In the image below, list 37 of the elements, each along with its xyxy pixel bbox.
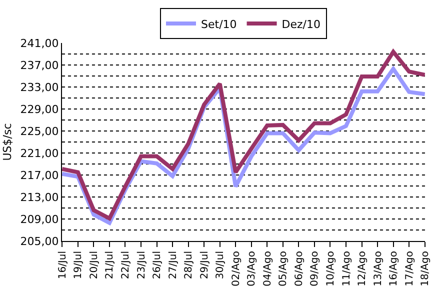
legend-label: Dez/10: [282, 18, 320, 31]
y-axis-title: US$/sc: [0, 123, 14, 161]
y-tick-label: 241,00: [20, 36, 59, 50]
y-tick-label: 213,00: [20, 190, 59, 204]
x-tick-label: 16/Jul: [57, 251, 68, 280]
x-tick-label: 18/Ago: [420, 251, 432, 286]
x-tick-label: 22/Jul: [120, 251, 132, 280]
x-tick-label: 03/Ago: [246, 251, 258, 286]
y-tick-label: 237,00: [20, 58, 59, 72]
x-tick-label: 05/Ago: [278, 251, 290, 286]
x-tick-label: 23/Jul: [136, 251, 148, 280]
x-tick-label: 20/Jul: [88, 251, 100, 280]
x-tick-label: 21/Jul: [104, 251, 116, 280]
y-tick-label: 217,00: [20, 168, 59, 182]
x-tick-label: 13/Ago: [372, 251, 384, 286]
x-tick-label: 06/Ago: [294, 251, 305, 286]
y-tick-label: 209,00: [20, 212, 59, 226]
x-tick-label: 26/Jul: [152, 251, 164, 280]
y-tick-label: 221,00: [20, 146, 59, 160]
y-tick-label: 233,00: [20, 80, 59, 94]
legend-label: Set/10: [201, 18, 237, 31]
x-tick-label: 10/Ago: [325, 251, 336, 286]
x-tick-label: 27/Jul: [168, 251, 179, 280]
x-tick-label: 19/Jul: [73, 251, 84, 280]
x-tick-label: 09/Ago: [310, 251, 321, 286]
x-tick-label: 29/Jul: [199, 251, 210, 280]
x-tick-label: 28/Jul: [184, 251, 195, 280]
x-tick-label: 11/Ago: [341, 251, 352, 286]
x-tick-label: 17/Ago: [404, 251, 416, 286]
y-tick-label: 205,00: [20, 234, 59, 248]
x-tick-label: 12/Ago: [357, 251, 368, 286]
y-tick-label: 225,00: [20, 124, 59, 138]
x-tick-label: 16/Ago: [388, 251, 400, 286]
x-tick-label: 02/Ago: [230, 251, 242, 286]
x-tick-label: 30/Jul: [215, 251, 226, 280]
x-tick-label: 04/Ago: [262, 251, 274, 286]
y-tick-label: 229,00: [20, 102, 59, 116]
